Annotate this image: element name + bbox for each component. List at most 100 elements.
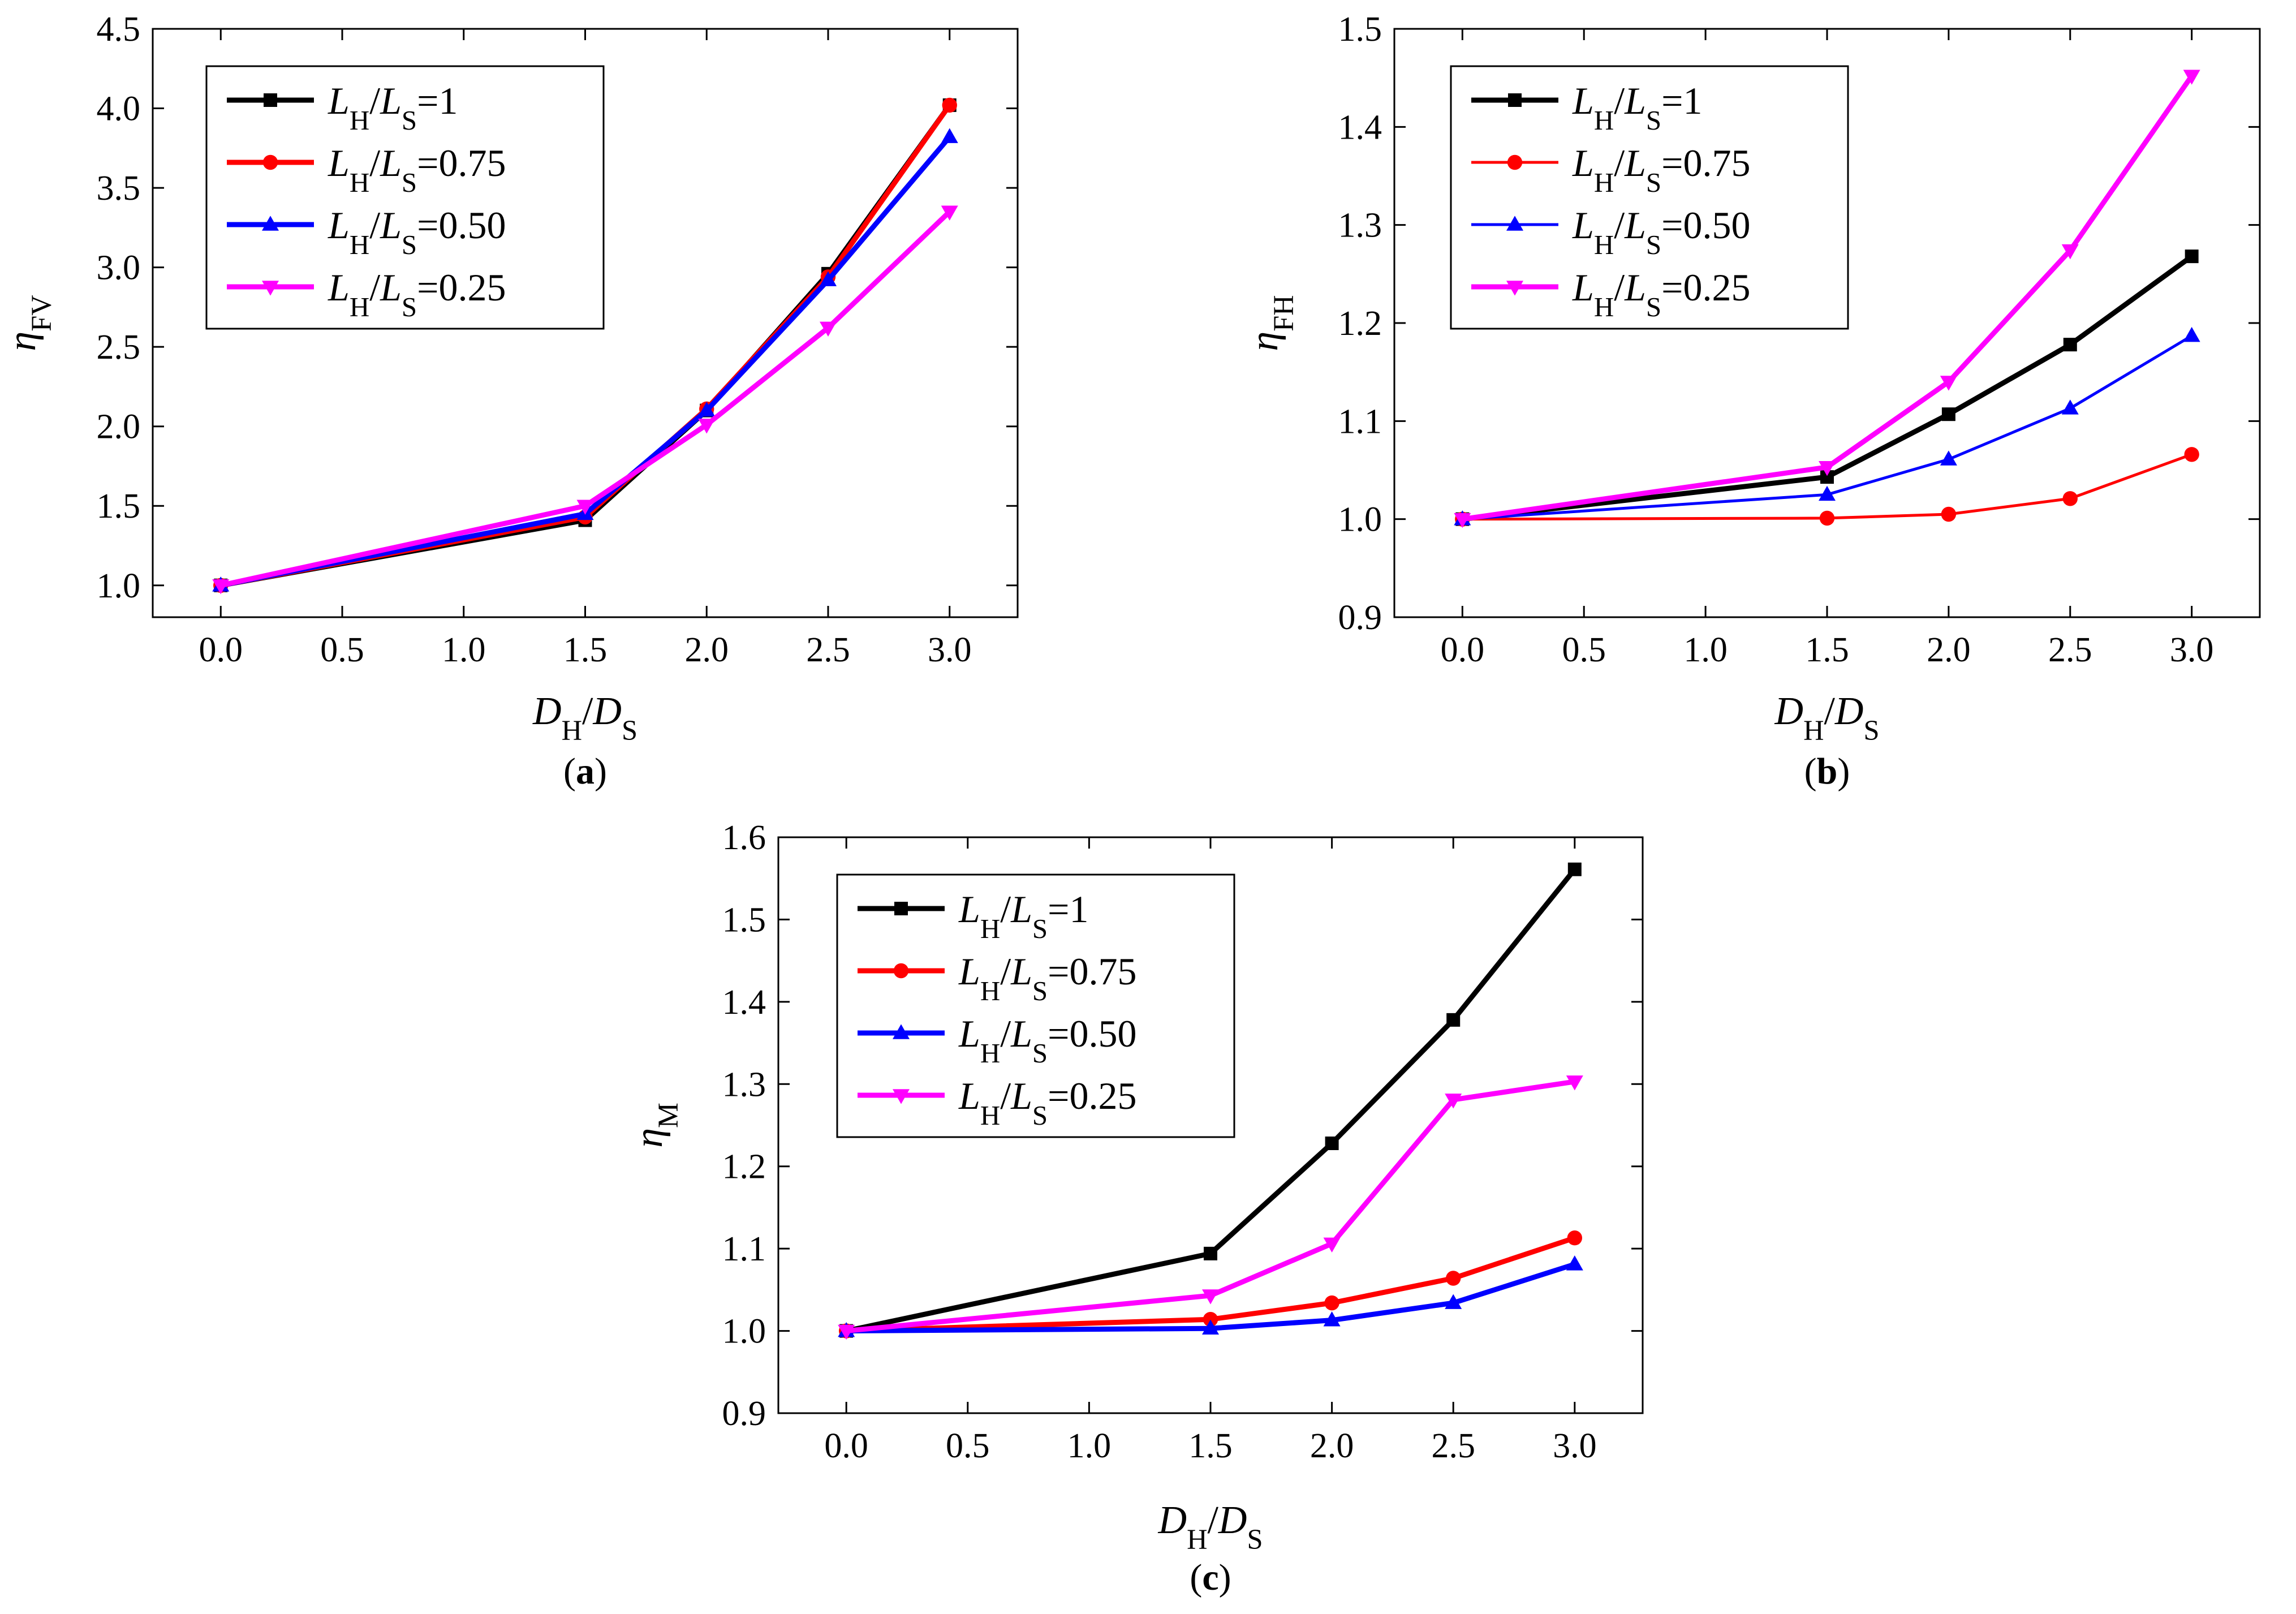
data-point — [576, 500, 594, 515]
x-tick-label: 2.0 — [684, 631, 729, 669]
legend-entry: LH/LS=1 — [1572, 79, 1703, 136]
data-point — [1323, 1311, 1341, 1327]
y-tick-label: 2.0 — [97, 408, 141, 446]
x-tick-label: 0.5 — [320, 631, 364, 669]
x-tick-label: 3.0 — [1553, 1427, 1597, 1465]
data-point — [2061, 244, 2079, 260]
y-tick-label: 3.0 — [97, 249, 141, 287]
chart-panel-c: 0.0 0.5 1.0 1.5 2.0 2.5 3.0 0.9 1.0 1.1 1.2 1.3 1.4 1… — [627, 819, 1644, 1598]
x-axis-label: DH/DS — [1158, 1499, 1263, 1555]
legend-entry: LH/LS=0.50 — [328, 204, 506, 260]
data-point — [1203, 1312, 1218, 1327]
x-tick-label: 0.0 — [199, 631, 243, 669]
data-point — [2063, 338, 2077, 352]
y-tick-label: 1.2 — [722, 1148, 766, 1186]
data-point — [1445, 1094, 1462, 1109]
y-axis-label: ηFH — [1243, 295, 1299, 351]
data-point — [1204, 1246, 1217, 1260]
x-axis-label: DH/DS — [532, 690, 637, 746]
x-tick-label: 1.5 — [1805, 631, 1849, 669]
y-axis-label: ηFV — [1, 295, 57, 351]
data-point — [819, 321, 837, 337]
data-point — [838, 1324, 855, 1340]
x-tick-label: 3.0 — [928, 631, 972, 669]
x-tick-label: 1.0 — [1067, 1427, 1112, 1465]
data-point — [1202, 1319, 1219, 1335]
legend-entry: LH/LS=0.25 — [1572, 266, 1751, 322]
data-point — [1941, 506, 1957, 522]
y-tick-label: 0.9 — [722, 1395, 766, 1433]
data-point — [1566, 1075, 1583, 1091]
y-tick-label: 1.3 — [722, 1065, 766, 1104]
data-point — [2184, 447, 2199, 462]
data-point — [942, 97, 957, 113]
panel-label: (c) — [1190, 1557, 1231, 1598]
data-point — [1819, 461, 1836, 476]
y-tick-label: 1.0 — [1338, 501, 1382, 539]
legend-marker — [1506, 216, 1523, 231]
legend-marker — [1507, 154, 1523, 170]
data-point — [1325, 1136, 1339, 1150]
data-point — [2185, 249, 2199, 264]
chart-panel-b: 0.0 0.5 1.0 1.5 2.0 2.5 3.0 0.9 1.0 1.1 1.2 1.3 1.4 1… — [1243, 10, 2261, 792]
data-point — [212, 579, 230, 595]
data-point — [1567, 862, 1582, 876]
data-point — [698, 419, 716, 434]
legend-marker — [264, 93, 277, 107]
data-point — [1940, 450, 1957, 466]
data-point — [1567, 1230, 1583, 1246]
legend-marker — [893, 1089, 910, 1104]
data-point — [1445, 1294, 1462, 1309]
y-tick-label: 1.5 — [97, 487, 141, 526]
x-tick-label: 2.5 — [1431, 1427, 1475, 1465]
data-point — [2061, 399, 2079, 415]
legend-entry: LH/LS=0.50 — [1572, 204, 1751, 260]
panel-label: (b) — [1804, 751, 1850, 792]
y-tick-label: 2.5 — [97, 328, 141, 367]
x-tick-label: 1.0 — [442, 631, 486, 669]
legend-marker — [262, 216, 279, 231]
y-tick-label: 1.4 — [1338, 108, 1382, 147]
legend-entry: LH/LS=1 — [328, 79, 458, 136]
legend-entry: LH/LS=0.25 — [958, 1074, 1137, 1131]
x-tick-label: 1.5 — [1188, 1427, 1233, 1465]
data-point — [2183, 326, 2200, 342]
data-point — [2183, 70, 2200, 85]
legend-entry: LH/LS=0.75 — [1572, 141, 1751, 198]
data-point — [2062, 491, 2078, 506]
data-point — [819, 271, 837, 286]
data-point — [1819, 510, 1835, 526]
y-tick-label: 1.2 — [1338, 304, 1382, 343]
y-axis-label: ηM — [627, 1103, 684, 1148]
y-tick-label: 1.0 — [97, 567, 141, 605]
y-tick-label: 4.5 — [97, 10, 141, 49]
legend-entry: LH/LS=0.75 — [328, 141, 506, 198]
x-tick-label: 0.5 — [946, 1427, 990, 1465]
data-point — [1202, 1289, 1219, 1305]
y-tick-label: 0.9 — [1338, 599, 1382, 637]
y-tick-label: 1.5 — [1338, 10, 1382, 49]
data-point — [1446, 1013, 1461, 1027]
y-tick-label: 1.6 — [722, 819, 766, 857]
y-tick-label: 1.4 — [722, 983, 766, 1022]
data-point — [1323, 1237, 1341, 1253]
legend-entry: LH/LS=0.25 — [328, 266, 506, 322]
x-tick-label: 1.0 — [1683, 631, 1728, 669]
data-point — [941, 205, 958, 221]
y-tick-label: 1.5 — [722, 901, 766, 939]
legend-marker — [894, 902, 908, 915]
y-tick-label: 1.3 — [1338, 206, 1382, 245]
x-axis-label: DH/DS — [1774, 690, 1880, 746]
x-tick-label: 0.0 — [1441, 631, 1485, 669]
data-point — [1454, 513, 1471, 528]
x-tick-label: 2.5 — [2048, 631, 2092, 669]
y-tick-label: 1.0 — [722, 1312, 766, 1351]
data-point — [1819, 485, 1836, 501]
data-point — [941, 128, 958, 143]
data-point — [1940, 376, 1957, 391]
x-tick-label: 2.0 — [1927, 631, 1971, 669]
legend-marker — [1506, 281, 1523, 296]
x-tick-label: 0.5 — [1562, 631, 1606, 669]
data-point — [1941, 407, 1955, 421]
